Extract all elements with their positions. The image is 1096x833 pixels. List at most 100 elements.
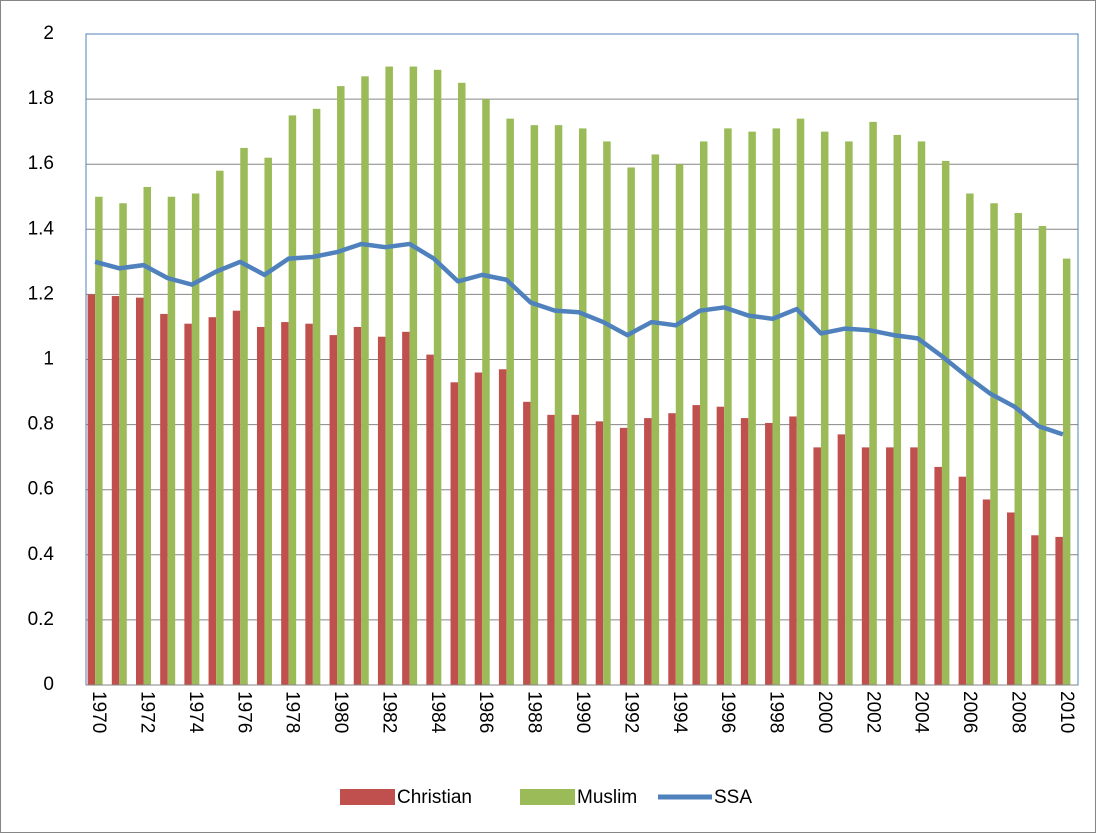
bar (765, 422, 773, 685)
bar (571, 414, 579, 685)
bar (184, 323, 192, 685)
bar (1031, 535, 1039, 685)
x-tick-label: 1988 (524, 691, 545, 733)
bar (402, 331, 410, 685)
y-tick-label: 1.8 (28, 88, 54, 109)
bar (651, 154, 660, 685)
bar (748, 131, 756, 685)
y-tick-label: 1.6 (28, 153, 54, 174)
x-tick-label: 1974 (185, 691, 206, 734)
bar (869, 121, 877, 685)
y-tick-label: 1.2 (28, 283, 54, 304)
x-tick-label: 2008 (1007, 691, 1028, 733)
bar (111, 296, 120, 685)
x-tick-label: 1986 (475, 691, 496, 733)
bar (917, 141, 926, 686)
bar (724, 128, 732, 685)
legend-swatch (520, 789, 575, 805)
bar (523, 401, 531, 685)
x-tick-label: 1990 (572, 691, 593, 733)
bar (256, 326, 265, 685)
y-tick-label: 0.8 (28, 414, 54, 435)
bar (216, 170, 224, 685)
bar (1055, 536, 1063, 685)
x-tick-label: 2002 (862, 691, 883, 733)
bar (208, 317, 217, 685)
bar (337, 86, 345, 685)
x-tick-label: 2006 (959, 691, 980, 733)
x-tick-label: 1994 (669, 691, 690, 734)
bar (426, 354, 434, 685)
bar (361, 76, 369, 685)
bar (329, 335, 338, 685)
bar (675, 164, 684, 685)
bar (1038, 226, 1047, 686)
bar (482, 99, 490, 686)
bar (409, 66, 418, 686)
bar (498, 369, 507, 685)
bar (450, 382, 459, 685)
x-tick-label: 1992 (620, 691, 641, 733)
x-tick-label: 1976 (233, 691, 254, 733)
bar (135, 297, 144, 685)
x-tick-label: 1996 (717, 691, 738, 733)
bar (474, 372, 483, 685)
bar (886, 447, 894, 685)
bar (433, 69, 442, 686)
y-tick-label: 1 (43, 349, 54, 370)
line (94, 241, 1064, 437)
bar (377, 336, 386, 685)
bar (160, 313, 168, 685)
bar (934, 466, 942, 685)
bar (910, 447, 918, 685)
bar (837, 434, 846, 685)
bar (668, 413, 676, 685)
bar (692, 405, 700, 685)
bar (1014, 213, 1023, 685)
x-tick-label: 2000 (814, 691, 835, 733)
bar (958, 476, 967, 685)
bar (288, 115, 297, 685)
bar (281, 322, 289, 685)
bar (644, 418, 652, 685)
bar (627, 167, 635, 685)
bar (530, 125, 539, 685)
bar (119, 203, 127, 685)
bar (87, 294, 96, 685)
bar (699, 141, 708, 686)
bar (1007, 512, 1015, 685)
bar (458, 82, 466, 685)
bar (353, 326, 362, 685)
bar (240, 147, 248, 686)
bar (595, 421, 604, 685)
bar (191, 193, 200, 685)
y-tick-label: 2 (43, 23, 54, 44)
legend-swatch (340, 789, 395, 805)
y-tick-label: 0 (43, 674, 54, 695)
bar (305, 323, 313, 685)
bar (990, 203, 998, 685)
legend-label: Muslim (577, 787, 637, 808)
bar (966, 193, 974, 685)
bar (167, 196, 176, 685)
bar (312, 108, 321, 686)
bar (772, 128, 781, 685)
bar (941, 160, 950, 685)
bar (861, 447, 870, 685)
bar (554, 125, 563, 685)
y-tick-label: 1.4 (28, 218, 55, 239)
bar (796, 118, 805, 685)
x-tick-label: 1972 (136, 691, 157, 733)
x-tick-label: 1980 (330, 691, 351, 733)
bar (789, 416, 797, 685)
bar (547, 414, 555, 685)
bar (95, 196, 103, 685)
bar (716, 406, 725, 685)
y-tick-label: 0.4 (28, 544, 55, 565)
x-tick-label: 1984 (427, 691, 448, 734)
bar (1062, 258, 1071, 685)
bar (740, 418, 749, 685)
legend: Christian Muslim SSA (340, 787, 752, 808)
y-tick-label: 0.6 (28, 479, 54, 500)
